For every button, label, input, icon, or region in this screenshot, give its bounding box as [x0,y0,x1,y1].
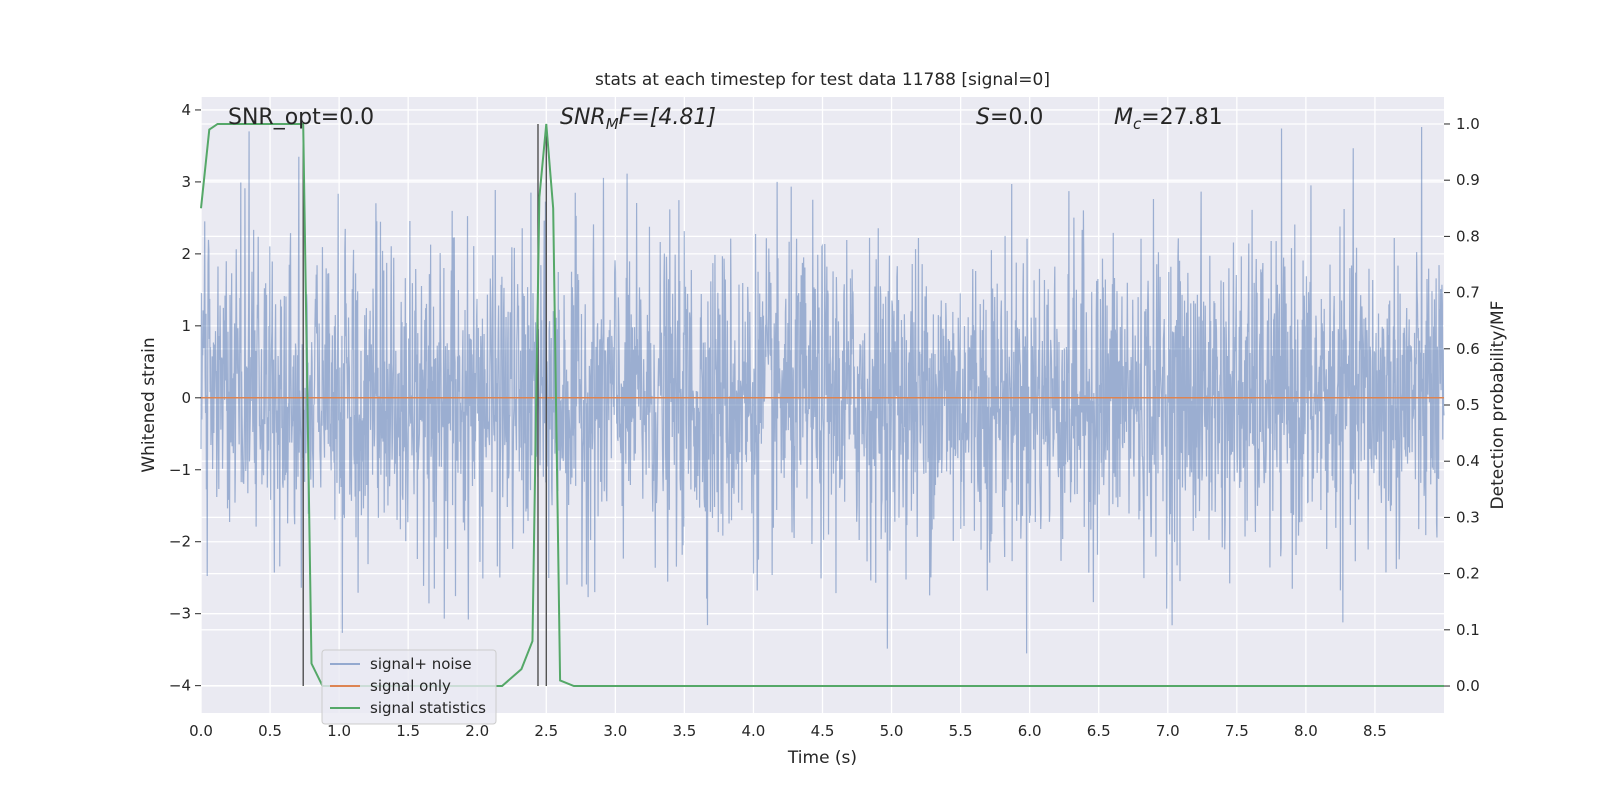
annotation-mc: Mc=27.81 [1114,105,1223,133]
x-axis-label: Time (s) [787,748,857,768]
y-tick-label: 4 [181,101,191,119]
annotation-snr-opt: SNR_opt=0.0 [228,105,374,130]
series-line-signal-noise [200,127,1445,654]
annotation-snr-mf-sub: M [606,115,619,133]
annotation-s-main: S [976,105,990,130]
x-tick-label: 5.0 [880,722,904,740]
y-tick-label: 1 [181,317,191,335]
y2-tick-label: 0.3 [1456,508,1480,526]
legend-box [321,649,497,725]
x-tick-label: 3.5 [672,722,696,740]
annotation-s-rest: =0.0 [990,105,1043,130]
series-signal-noise [200,127,1445,654]
x-tick-label: 7.0 [1156,722,1180,740]
annotation-mc-rest: =27.81 [1141,105,1222,130]
y2-tick-label: 0.5 [1456,396,1480,414]
y2-tick-label: 0.6 [1456,340,1480,358]
legend-label-signal-noise: signal+ noise [370,655,472,673]
x-tick-label: 8.5 [1363,722,1387,740]
y-tick-label: −3 [169,605,191,623]
x-tick-label: 1.5 [396,722,420,740]
annotation-mc-main: M [1114,105,1133,130]
y2-tick-label: 0.9 [1456,171,1480,189]
annotation-snr-mf-rest: F=[4.81] [619,105,716,130]
annotation-mc-sub: c [1133,115,1142,133]
x-tick-label: 4.0 [742,722,766,740]
x-tick-label: 5.5 [949,722,973,740]
x-tick-label: 6.0 [1018,722,1042,740]
y-axis-label: Whitened strain [139,337,159,472]
x-tick-label: 0.0 [189,722,213,740]
y-tick-label: −4 [169,677,191,695]
x-tick-label: 1.0 [327,722,351,740]
x-tick-label: 7.5 [1225,722,1249,740]
axis-ticks: 0.0 0.5 1.0 1.5 2.0 2.5 3.0 3.5 4.0 4.5 5.0 5.5 6.0 6… [169,101,1480,740]
x-tick-label: 8.0 [1294,722,1318,740]
annotation-s: S=0.0 [976,105,1043,130]
y-tick-label: 2 [181,245,191,263]
x-tick-label: 3.0 [603,722,627,740]
x-tick-label: 2.0 [465,722,489,740]
y2-tick-label: 0.4 [1456,452,1480,470]
y-tick-label: −2 [169,533,191,551]
x-tick-label: 6.5 [1087,722,1111,740]
y2-axis-label: Detection probability/MF [1488,301,1508,510]
annotation-snr-mf-main: SNR [560,105,606,130]
x-tick-label: 0.5 [258,722,282,740]
legend-label-signal-statistics: signal statistics [370,699,486,717]
y2-tick-label: 0.0 [1456,677,1480,695]
y2-tick-label: 0.7 [1456,284,1480,302]
y-tick-label: 0 [181,389,191,407]
legend-label-signal-only: signal only [370,677,451,695]
annotation-snr-mf: SNRMF=[4.81] [560,105,716,133]
y2-tick-label: 1.0 [1456,115,1480,133]
y-tick-label: 3 [181,173,191,191]
legend: signal+ noise signal only signal statist… [321,649,497,725]
x-tick-label: 4.5 [811,722,835,740]
y2-tick-label: 0.1 [1456,621,1480,639]
y-tick-label: −1 [169,461,191,479]
y2-tick-label: 0.8 [1456,227,1480,245]
chart-title: stats at each timestep for test data 117… [595,70,1050,90]
x-tick-label: 2.5 [534,722,558,740]
y2-tick-label: 0.2 [1456,565,1480,583]
